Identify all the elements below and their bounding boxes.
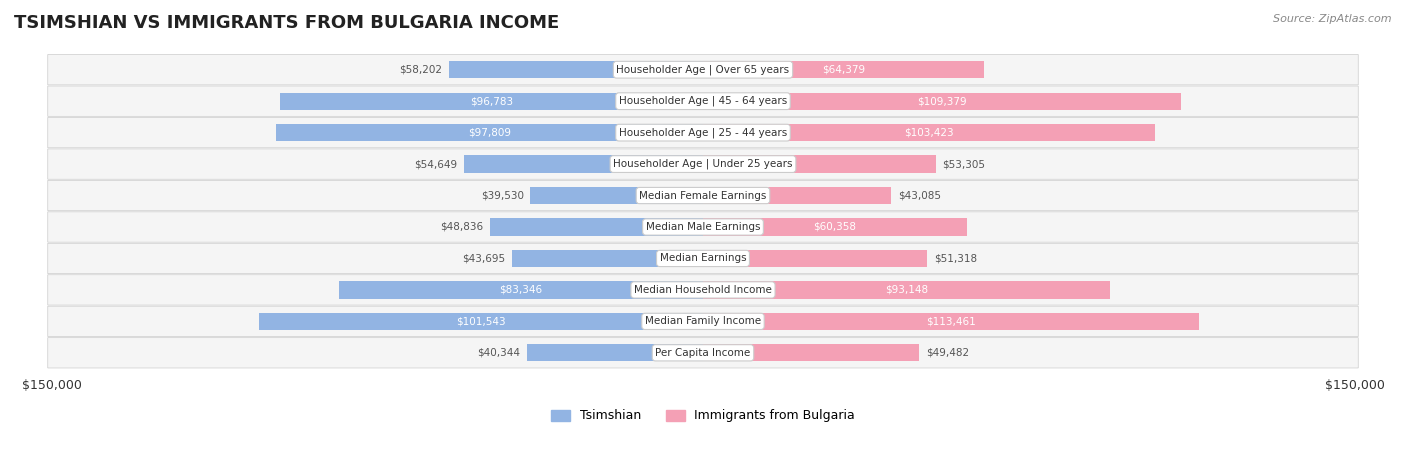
Bar: [703, 344, 920, 361]
Bar: [464, 156, 703, 173]
Bar: [703, 219, 967, 236]
Bar: [703, 61, 984, 78]
Text: $54,649: $54,649: [415, 159, 458, 169]
Bar: [527, 344, 703, 361]
FancyBboxPatch shape: [48, 338, 1358, 368]
Text: $53,305: $53,305: [942, 159, 986, 169]
Text: $39,530: $39,530: [481, 191, 524, 200]
Text: $150,000: $150,000: [1324, 379, 1385, 392]
Bar: [276, 124, 703, 142]
Text: $113,461: $113,461: [927, 316, 976, 326]
Text: $93,148: $93,148: [884, 285, 928, 295]
Text: $58,202: $58,202: [399, 65, 443, 75]
FancyBboxPatch shape: [48, 212, 1358, 242]
Text: Per Capita Income: Per Capita Income: [655, 348, 751, 358]
Text: $103,423: $103,423: [904, 127, 953, 138]
Text: Householder Age | Under 25 years: Householder Age | Under 25 years: [613, 159, 793, 170]
Bar: [489, 219, 703, 236]
Text: $60,358: $60,358: [813, 222, 856, 232]
Text: $40,344: $40,344: [477, 348, 520, 358]
FancyBboxPatch shape: [48, 55, 1358, 85]
FancyBboxPatch shape: [48, 180, 1358, 211]
Bar: [260, 313, 703, 330]
Bar: [449, 61, 703, 78]
Text: Median Family Income: Median Family Income: [645, 316, 761, 326]
FancyBboxPatch shape: [48, 275, 1358, 305]
Text: $43,695: $43,695: [463, 254, 506, 263]
Bar: [512, 250, 703, 267]
FancyBboxPatch shape: [48, 243, 1358, 274]
Bar: [703, 281, 1109, 298]
Text: Householder Age | 25 - 44 years: Householder Age | 25 - 44 years: [619, 127, 787, 138]
Text: Median Male Earnings: Median Male Earnings: [645, 222, 761, 232]
Text: $51,318: $51,318: [934, 254, 977, 263]
Text: $64,379: $64,379: [823, 65, 865, 75]
FancyBboxPatch shape: [48, 86, 1358, 116]
Text: $49,482: $49,482: [925, 348, 969, 358]
Text: $101,543: $101,543: [457, 316, 506, 326]
Bar: [339, 281, 703, 298]
Text: Median Household Income: Median Household Income: [634, 285, 772, 295]
Text: Householder Age | 45 - 64 years: Householder Age | 45 - 64 years: [619, 96, 787, 106]
Text: Median Female Earnings: Median Female Earnings: [640, 191, 766, 200]
Bar: [703, 156, 936, 173]
Bar: [703, 250, 927, 267]
Bar: [530, 187, 703, 204]
FancyBboxPatch shape: [48, 306, 1358, 337]
Text: TSIMSHIAN VS IMMIGRANTS FROM BULGARIA INCOME: TSIMSHIAN VS IMMIGRANTS FROM BULGARIA IN…: [14, 14, 560, 32]
Text: $43,085: $43,085: [898, 191, 941, 200]
Bar: [703, 124, 1154, 142]
Text: $48,836: $48,836: [440, 222, 484, 232]
Text: Median Earnings: Median Earnings: [659, 254, 747, 263]
Bar: [703, 313, 1199, 330]
Text: $109,379: $109,379: [917, 96, 967, 106]
Text: $83,346: $83,346: [499, 285, 543, 295]
Text: $96,783: $96,783: [470, 96, 513, 106]
Legend: Tsimshian, Immigrants from Bulgaria: Tsimshian, Immigrants from Bulgaria: [546, 404, 860, 427]
FancyBboxPatch shape: [48, 149, 1358, 179]
Bar: [703, 187, 891, 204]
Text: Source: ZipAtlas.com: Source: ZipAtlas.com: [1274, 14, 1392, 24]
Text: Householder Age | Over 65 years: Householder Age | Over 65 years: [616, 64, 790, 75]
Text: $97,809: $97,809: [468, 127, 510, 138]
Bar: [280, 92, 703, 110]
FancyBboxPatch shape: [48, 118, 1358, 148]
Text: $150,000: $150,000: [21, 379, 82, 392]
Bar: [703, 92, 1181, 110]
